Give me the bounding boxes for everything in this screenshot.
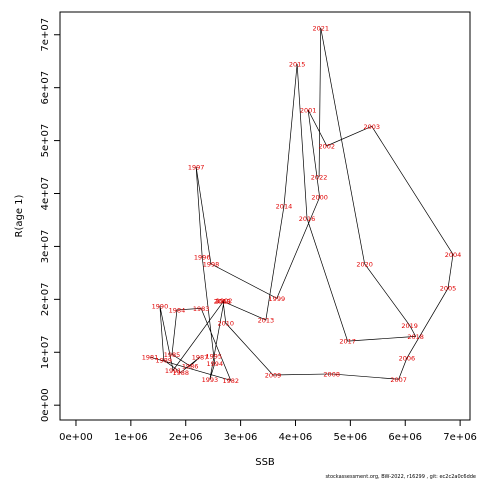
point-label: 2006 (399, 355, 416, 363)
point-label: 1981 (142, 354, 159, 362)
point-label: 1987 (192, 354, 209, 362)
point-label: 2021 (312, 24, 329, 32)
point-label: 1998 (203, 260, 220, 268)
y-tick-label: 3e+07 (40, 230, 51, 264)
x-tick-label: 2e+06 (169, 432, 203, 443)
x-tick-label: 5e+06 (334, 432, 368, 443)
point-label: 2013 (258, 316, 275, 324)
point-label: 2020 (356, 260, 373, 268)
point-label: 2018 (407, 333, 424, 341)
point-label: 1992 (216, 297, 233, 305)
point-label: 1996 (194, 254, 211, 262)
point-label: 2007 (390, 376, 407, 384)
point-label: 2003 (363, 123, 380, 131)
point-label: 2014 (276, 203, 293, 211)
point-label: 2009 (265, 372, 282, 380)
point-label: 2017 (339, 338, 356, 346)
point-label: 2001 (300, 106, 317, 114)
point-label: 2004 (445, 251, 462, 259)
y-tick-label: 4e+07 (40, 177, 51, 211)
point-label: 2012 (214, 297, 231, 305)
point-label: 1990 (152, 303, 169, 311)
point-label: 1991 (165, 367, 182, 375)
point-label: 2008 (323, 370, 340, 378)
point-label: 1982 (222, 377, 239, 385)
x-tick-label: 1e+06 (114, 432, 148, 443)
point-label: 2002 (318, 142, 335, 150)
plot-frame (59, 11, 471, 421)
y-tick-label: 5e+07 (40, 124, 51, 158)
point-label: 2022 (311, 174, 328, 182)
point-label: 1993 (202, 376, 219, 384)
point-label: 2000 (311, 194, 328, 202)
point-label: 1999 (269, 295, 286, 303)
y-tick-label: 0e+00 (40, 388, 51, 422)
x-tick-label: 7e+06 (443, 432, 477, 443)
point-label: 2011 (215, 297, 232, 305)
y-axis-title: R(age 1) (14, 194, 25, 237)
point-label: 2016 (299, 215, 316, 223)
point-label: 1994 (207, 360, 224, 368)
point-label: 1988 (173, 369, 190, 377)
x-axis-title: SSB (255, 457, 275, 468)
point-label: 1985 (164, 351, 181, 359)
point-label: 1986 (182, 363, 199, 371)
point-label: 1989 (156, 357, 173, 365)
point-label: 1995 (205, 352, 222, 360)
point-label: 1997 (188, 164, 205, 172)
y-tick-label: 1e+07 (40, 335, 51, 369)
point-label: 2005 (440, 285, 457, 293)
y-tick-label: 7e+07 (40, 18, 51, 52)
x-tick-label: 0e+00 (59, 432, 93, 443)
y-tick-label: 6e+07 (40, 71, 51, 105)
x-tick-label: 3e+06 (224, 432, 258, 443)
footer: stockassessment.org, BW-2022, r16299 , g… (325, 474, 476, 480)
point-label: 2010 (218, 320, 235, 328)
series-line (149, 27, 454, 381)
x-tick-label: 6e+06 (388, 432, 422, 443)
point-label: 2015 (289, 60, 306, 68)
point-label: 2019 (401, 322, 418, 330)
y-tick-label: 2e+07 (40, 283, 51, 317)
x-tick-label: 4e+06 (279, 432, 313, 443)
point-label: 1983 (193, 305, 210, 313)
point-label: 1984 (169, 306, 186, 314)
